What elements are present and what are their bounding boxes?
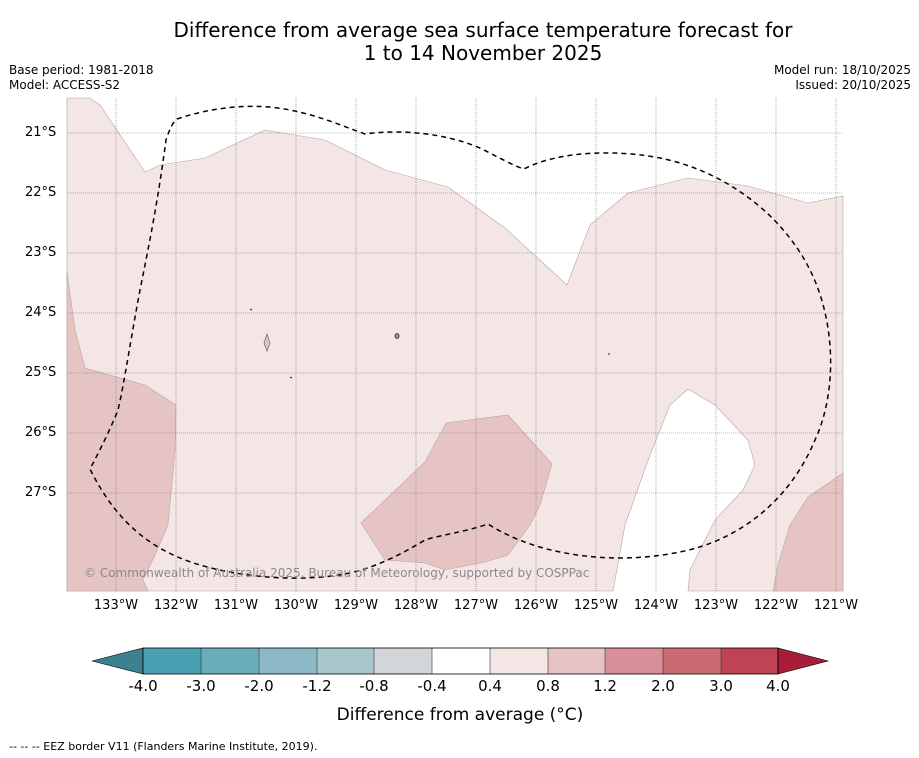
title-line-1: Difference from average sea surface temp…	[173, 18, 793, 42]
colorbar-bin-3	[259, 648, 317, 674]
colorbar-bin-8	[548, 648, 605, 674]
lon-label-124w: 124°W	[633, 598, 679, 613]
colorbar-tick: 0.4	[478, 677, 502, 695]
colorbar-tick: -1.2	[302, 677, 332, 695]
longitude-gridlines	[115, 98, 837, 591]
island-4	[289, 376, 293, 379]
colorbar-bin-5	[374, 648, 432, 674]
lon-label-121w: 121°W	[813, 598, 859, 613]
colorbar-tick: 0.8	[536, 677, 560, 695]
colorbar-bin-7	[490, 648, 548, 674]
colorbar-outline	[142, 647, 779, 675]
lat-label-27s: 27°S	[25, 485, 57, 500]
meta-left: Base period: 1981-2018 Model: ACCESS-S2	[9, 63, 154, 93]
title-line-2: 1 to 14 November 2025	[363, 41, 603, 65]
lat-label-21s: 21°S	[25, 125, 57, 140]
lat-label-26s: 26°S	[25, 425, 57, 440]
colorbar-bin-2	[201, 648, 259, 674]
lon-label-126w: 126°W	[513, 598, 559, 613]
lon-label-122w: 122°W	[753, 598, 799, 613]
colorbar-title: Difference from average (°C)	[336, 705, 584, 725]
colorbar-extend-low	[91, 647, 144, 675]
lat-label-24s: 24°S	[25, 305, 57, 320]
lon-label-125w: 125°W	[573, 598, 619, 613]
colorbar-tick: 1.2	[593, 677, 617, 695]
colorbar-tick: -2.0	[244, 677, 274, 695]
eez-footnote: -- -- -- EEZ border V11 (Flanders Marine…	[9, 740, 318, 753]
model-run: Model run: 18/10/2025	[773, 63, 911, 77]
colorbar-bin-11	[721, 648, 778, 674]
colorbar-bin-1	[143, 648, 201, 674]
anomaly-region-medium-centre	[360, 414, 553, 571]
eez-border	[89, 105, 832, 579]
lat-label-22s: 22°S	[25, 185, 57, 200]
colorbar-tick: -4.0	[128, 677, 158, 695]
lon-label-132w: 132°W	[153, 598, 199, 613]
anomaly-region-light	[66, 97, 844, 592]
lon-label-129w: 129°W	[333, 598, 379, 613]
lat-label-23s: 23°S	[25, 245, 57, 260]
lon-label-128w: 128°W	[393, 598, 439, 613]
model-name: Model: ACCESS-S2	[9, 78, 121, 92]
issued-date: Issued: 20/10/2025	[795, 78, 911, 92]
colorbar-extend-high	[777, 647, 830, 675]
anomaly-region-medium-southeast	[772, 472, 844, 592]
lon-label-133w: 133°W	[93, 598, 139, 613]
lon-label-130w: 130°W	[273, 598, 319, 613]
colorbar-bin-6	[432, 648, 490, 674]
colorbar-tick: -3.0	[186, 677, 216, 695]
colorbar-bin-4	[317, 648, 374, 674]
latitude-gridlines	[67, 132, 843, 494]
colorbar-tick: -0.4	[417, 677, 447, 695]
base-period: Base period: 1981-2018	[9, 63, 154, 77]
colorbar-bin-9	[605, 648, 663, 674]
island-1	[263, 333, 271, 352]
colorbar-tick: 2.0	[651, 677, 675, 695]
colorbar-tick: 4.0	[766, 677, 790, 695]
colorbar	[91, 647, 830, 675]
lon-label-131w: 131°W	[213, 598, 259, 613]
lat-label-25s: 25°S	[25, 365, 57, 380]
island-2	[394, 333, 400, 339]
colorbar-tick: 3.0	[709, 677, 733, 695]
colorbar-bin-10	[663, 648, 721, 674]
meta-right: Model run: 18/10/2025 Issued: 20/10/2025	[774, 63, 911, 93]
chart-title: Difference from average sea surface temp…	[140, 19, 826, 65]
island-3	[249, 308, 253, 311]
colorbar-dividers	[200, 648, 722, 674]
lon-label-127w: 127°W	[453, 598, 499, 613]
lon-label-123w: 123°W	[693, 598, 739, 613]
copyright-text: © Commonwealth of Australia 2025, Bureau…	[84, 566, 590, 580]
colorbar-tick: -0.8	[359, 677, 389, 695]
anomaly-region-medium-west	[66, 271, 177, 592]
